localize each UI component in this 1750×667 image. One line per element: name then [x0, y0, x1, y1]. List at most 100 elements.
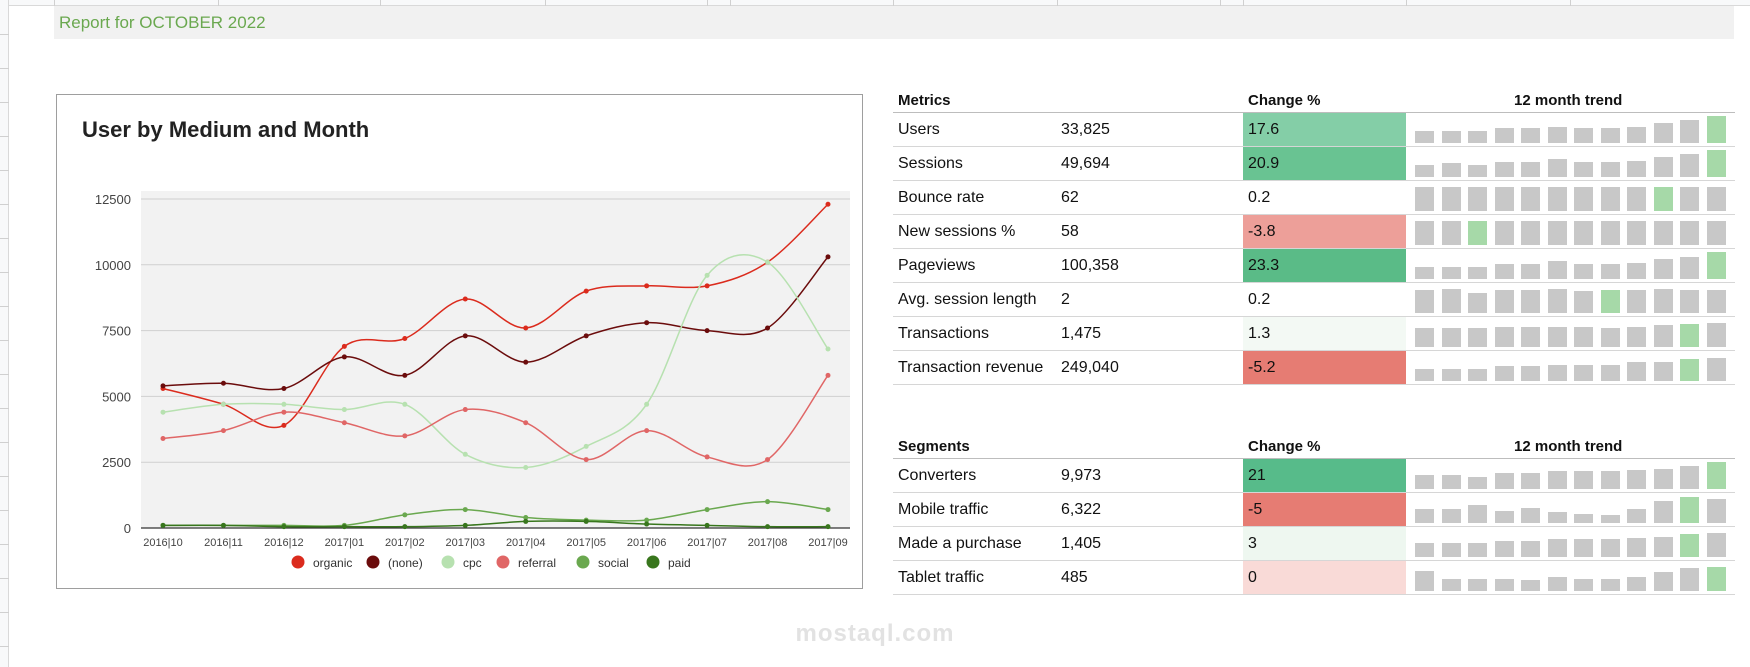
trend-bar	[1680, 568, 1699, 591]
trend-bar	[1653, 537, 1673, 557]
trend-bar	[1441, 328, 1461, 347]
metrics-change-cell: 20.9	[1243, 147, 1406, 180]
trend-bar	[1653, 123, 1673, 143]
trend-bar	[1680, 290, 1699, 313]
x-tick-label: 2016|11	[204, 537, 243, 549]
row-divider	[0, 136, 9, 137]
trend-bar	[1441, 369, 1461, 381]
column-divider	[1220, 0, 1221, 6]
data-point	[704, 507, 710, 513]
data-point	[341, 354, 347, 360]
data-point	[523, 420, 529, 426]
metrics-name: Sessions	[898, 155, 963, 172]
trend-bar	[1521, 221, 1540, 245]
row-divider	[0, 510, 9, 511]
metrics-name: Transactions	[898, 325, 989, 342]
data-point	[462, 296, 468, 302]
data-point	[402, 524, 408, 530]
trend-bar	[1441, 187, 1461, 211]
data-point	[462, 507, 468, 513]
metrics-change-cell: 23.3	[1243, 249, 1406, 282]
sparkline-trend	[1413, 283, 1733, 316]
metrics-change-cell: 0.2	[1243, 283, 1406, 316]
data-point	[402, 433, 408, 439]
row-divider	[0, 204, 9, 205]
metrics-header-label: Metrics	[898, 92, 951, 109]
data-point	[281, 409, 287, 415]
x-tick-label: 2016|12	[264, 537, 304, 549]
watermark: mostaql.com	[795, 620, 955, 647]
trend-bar	[1653, 469, 1673, 489]
trend-bar	[1653, 325, 1673, 347]
trend-bar	[1574, 579, 1593, 591]
metrics-value: 2	[1061, 291, 1070, 308]
metrics-table: Metrics Change % 12 month trend Users 33,…	[893, 88, 1735, 385]
trend-bar	[1680, 187, 1699, 211]
column-divider	[380, 0, 381, 6]
trend-bar	[1627, 221, 1646, 245]
data-point	[644, 401, 650, 407]
trend-bar	[1441, 579, 1461, 591]
trend-bar	[1415, 187, 1434, 211]
y-tick-label: 5000	[102, 389, 131, 404]
trend-bar	[1494, 128, 1514, 143]
segments-change-cell: 3	[1243, 527, 1406, 560]
trend-bar	[1706, 533, 1726, 557]
data-point	[704, 454, 710, 460]
trend-bar	[1627, 127, 1646, 143]
metrics-row: Users 33,825 17.6	[893, 113, 1735, 147]
row-divider	[0, 238, 9, 239]
data-point	[825, 524, 831, 530]
segments-header-label: Segments	[898, 438, 970, 455]
column-divider	[218, 0, 219, 6]
trend-bar	[1415, 571, 1434, 591]
column-divider	[545, 0, 546, 6]
trend-bar	[1441, 543, 1461, 557]
trend-bar	[1521, 187, 1540, 211]
trend-bar	[1653, 157, 1673, 177]
row-divider	[0, 102, 9, 103]
trend-bar	[1494, 579, 1514, 591]
row-divider	[0, 272, 9, 273]
trend-bar	[1547, 365, 1567, 381]
trend-bar	[1441, 475, 1461, 489]
data-point	[341, 407, 347, 413]
trend-bar	[1574, 471, 1593, 489]
trend-bar	[1468, 187, 1487, 211]
trend-bar	[1547, 187, 1567, 211]
trend-bar	[1521, 508, 1540, 523]
trend-bar	[1574, 365, 1593, 381]
segments-header: Segments Change % 12 month trend	[893, 434, 1735, 459]
row-divider	[0, 578, 9, 579]
trend-bar	[1627, 290, 1646, 313]
data-point	[220, 428, 226, 434]
data-point	[281, 524, 287, 530]
chart-card[interactable]: User by Medium and Month 0 2500 5000 7500 10…	[56, 94, 863, 589]
trend-bar	[1415, 267, 1434, 279]
metrics-row: Bounce rate 62 0.2	[893, 181, 1735, 215]
trend-bar	[1521, 541, 1540, 557]
report-banner: Report for OCTOBER 2022	[54, 6, 1734, 39]
trend-bar	[1653, 501, 1673, 523]
legend-label: referral	[518, 556, 556, 570]
metrics-name: Users	[898, 121, 940, 138]
metrics-row: New sessions % 58 -3.8	[893, 215, 1735, 249]
trend-bar	[1547, 512, 1567, 523]
data-point	[704, 522, 710, 528]
trend-bar	[1600, 365, 1620, 381]
trend-bar	[1521, 290, 1540, 313]
trend-bar	[1600, 264, 1620, 279]
data-point	[160, 409, 166, 415]
trend-bar	[1600, 579, 1620, 591]
data-point	[825, 372, 831, 378]
data-point	[765, 524, 771, 530]
metrics-header: Metrics Change % 12 month trend	[893, 88, 1735, 113]
trend-bar	[1441, 163, 1461, 177]
data-point	[765, 259, 771, 265]
legend-marker	[576, 555, 590, 569]
metrics-value: 58	[1061, 223, 1079, 240]
trend-bar	[1547, 221, 1567, 245]
trend-bar	[1468, 505, 1487, 523]
x-tick-label: 2017|08	[748, 537, 788, 549]
metrics-row: Transactions 1,475 1.3	[893, 317, 1735, 351]
